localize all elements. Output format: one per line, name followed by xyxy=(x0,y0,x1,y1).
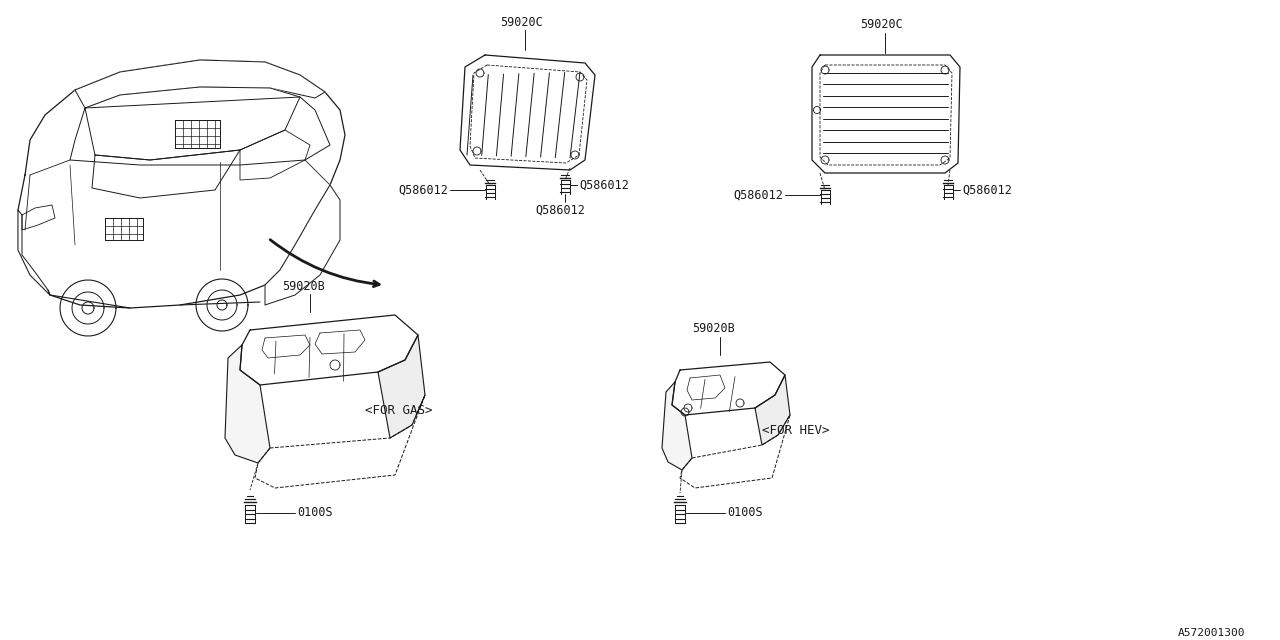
Polygon shape xyxy=(378,335,425,438)
Text: Q586012: Q586012 xyxy=(579,179,628,191)
Polygon shape xyxy=(18,210,50,295)
Polygon shape xyxy=(662,382,692,470)
Text: <FOR HEV>: <FOR HEV> xyxy=(762,424,829,436)
Polygon shape xyxy=(755,375,790,445)
Text: A572001300: A572001300 xyxy=(1178,628,1245,638)
Text: <FOR GAS>: <FOR GAS> xyxy=(365,403,433,417)
Text: 0100S: 0100S xyxy=(727,506,763,520)
Polygon shape xyxy=(672,362,785,415)
Text: Q586012: Q586012 xyxy=(733,189,783,202)
Polygon shape xyxy=(76,60,325,108)
Text: Q586012: Q586012 xyxy=(398,184,448,196)
Polygon shape xyxy=(18,60,346,308)
Polygon shape xyxy=(241,315,419,385)
Polygon shape xyxy=(812,55,960,173)
Text: Q586012: Q586012 xyxy=(963,184,1012,196)
Text: 59020B: 59020B xyxy=(692,323,735,335)
Polygon shape xyxy=(70,97,330,165)
Polygon shape xyxy=(265,185,340,305)
Text: 59020C: 59020C xyxy=(500,15,543,29)
Polygon shape xyxy=(84,87,300,160)
Text: 59020B: 59020B xyxy=(282,280,325,292)
Polygon shape xyxy=(460,55,595,170)
Text: 0100S: 0100S xyxy=(297,506,333,520)
Text: Q586012: Q586012 xyxy=(535,204,585,216)
Text: 59020C: 59020C xyxy=(860,19,902,31)
Polygon shape xyxy=(225,345,270,463)
